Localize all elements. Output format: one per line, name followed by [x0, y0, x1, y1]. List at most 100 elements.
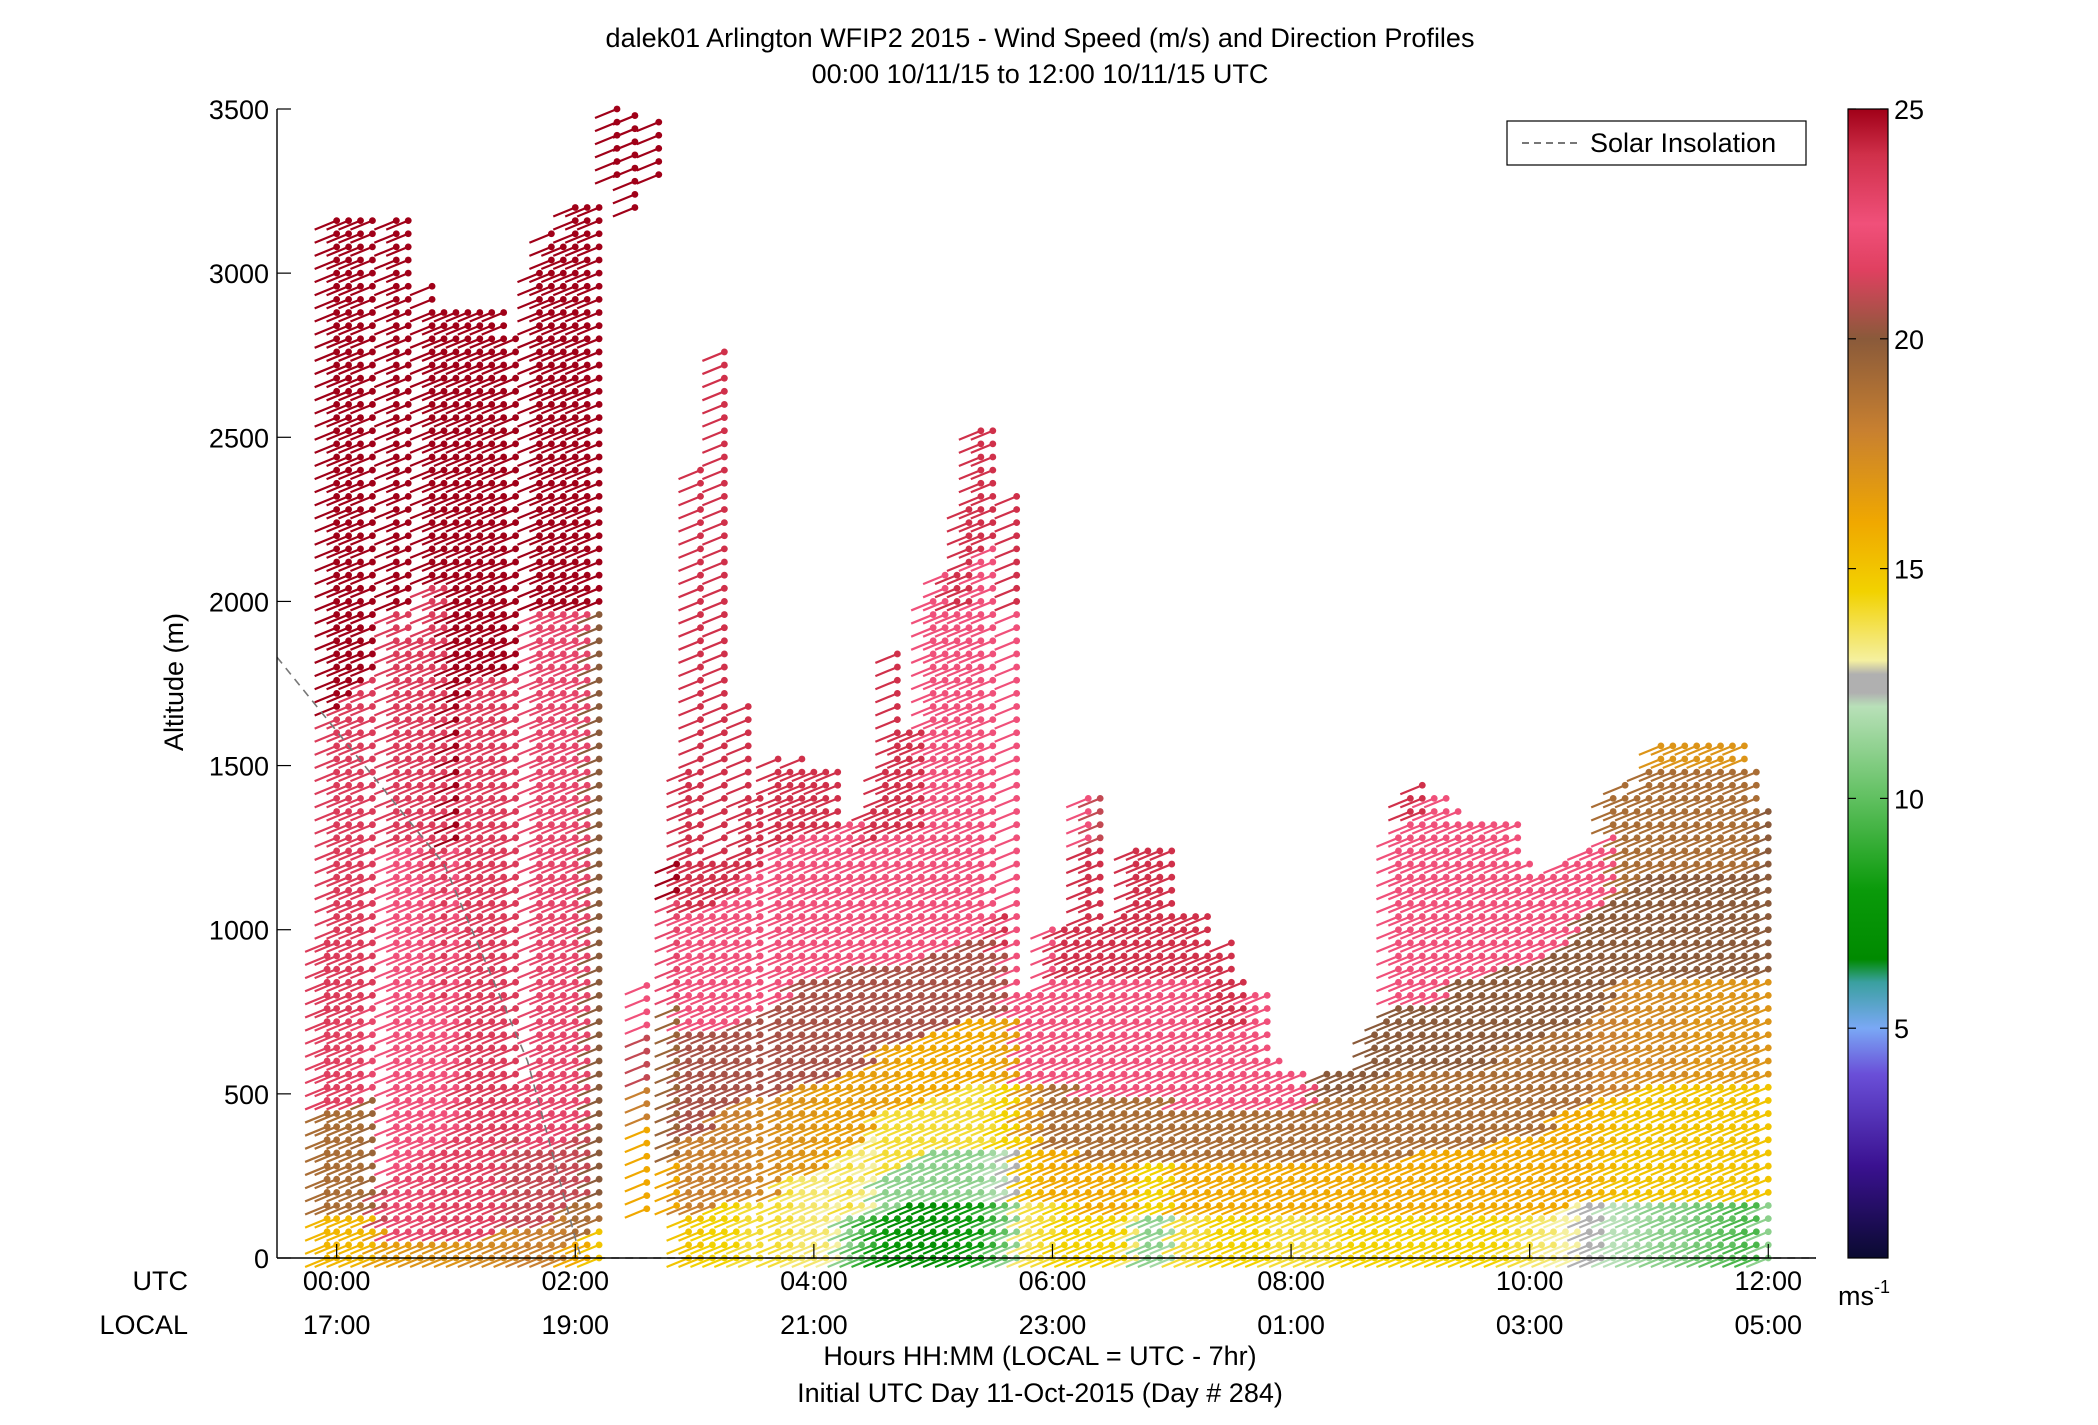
wind-barb-shaft	[624, 1037, 648, 1049]
wind-barb-point	[536, 414, 543, 421]
wind-barb-shaft	[385, 1073, 409, 1085]
wind-barb-point	[416, 1188, 424, 1196]
wind-barb-point	[583, 886, 591, 894]
wind-barb-point	[404, 230, 412, 238]
wind-barb-shaft	[576, 574, 600, 586]
wind-barb-point	[720, 1188, 728, 1196]
wind-barb-shaft	[304, 1178, 328, 1190]
wind-barb-shaft	[564, 574, 588, 586]
wind-barb-shaft	[779, 1217, 803, 1229]
wind-barb-shaft	[540, 1073, 564, 1085]
wind-barb-shaft	[791, 1020, 815, 1032]
wind-barb-shaft	[457, 587, 481, 599]
wind-barb-point	[392, 519, 400, 527]
wind-barb-point	[369, 926, 376, 934]
wind-barb-shaft	[421, 547, 445, 559]
wind-barb-shaft	[767, 1099, 791, 1111]
wind-barb-shaft	[791, 1073, 815, 1085]
wind-barb-point	[905, 1018, 913, 1026]
wind-barb-point	[547, 978, 555, 986]
wind-barb-shaft	[767, 1125, 791, 1137]
wind-barb-point	[559, 1070, 567, 1078]
wind-barb-point	[547, 755, 555, 763]
wind-barb-shaft	[678, 613, 701, 625]
wind-barb-point	[452, 939, 460, 947]
wind-barb-point	[846, 1083, 854, 1091]
wind-barb-point	[834, 1241, 842, 1249]
wind-barb-point	[882, 781, 889, 789]
wind-barb-point	[822, 1175, 830, 1183]
wind-barb-shaft	[517, 324, 540, 336]
wind-barb-shaft	[409, 298, 433, 310]
wind-barb-shaft	[690, 941, 713, 953]
wind-barb-shaft	[469, 902, 493, 914]
wind-barb-shaft	[326, 508, 349, 520]
wind-barb-point	[536, 1070, 543, 1078]
wind-barb-point	[774, 900, 782, 907]
wind-barb-shaft	[314, 561, 338, 573]
wind-barb-point	[697, 1228, 704, 1236]
wind-barb-point	[357, 230, 364, 238]
wind-barb-shaft	[314, 1230, 338, 1242]
wind-barb-point	[428, 348, 436, 356]
wind-barb-point	[685, 1215, 692, 1223]
wind-barb-shaft	[779, 1060, 803, 1072]
wind-barb-point	[834, 860, 842, 868]
wind-barb-point	[559, 821, 567, 829]
wind-barb-shaft	[725, 1243, 749, 1255]
wind-barb-point	[858, 1070, 865, 1078]
wind-barb-point	[613, 105, 621, 113]
wind-barb-shaft	[385, 508, 409, 520]
wind-barb-shaft	[791, 1125, 815, 1137]
wind-barb-point	[571, 900, 579, 907]
wind-barb-point	[643, 1074, 651, 1081]
wind-barb-shaft	[540, 994, 564, 1006]
wind-barb-shaft	[421, 364, 445, 376]
wind-barb-shaft	[612, 193, 636, 205]
wind-barb-point	[488, 453, 496, 461]
wind-barb-shaft	[373, 561, 397, 573]
wind-barb-shaft	[445, 771, 469, 783]
wind-barb-shaft	[373, 534, 397, 546]
wind-barb-shaft	[540, 311, 564, 323]
wind-barb-point	[744, 926, 752, 934]
wind-barb-point	[571, 860, 579, 868]
wind-barb-shaft	[433, 1243, 457, 1255]
wind-barb-shaft	[445, 1243, 469, 1255]
wind-barb-point	[524, 1110, 531, 1117]
wind-barb-shaft	[737, 1112, 761, 1124]
wind-barb-point	[500, 1228, 508, 1236]
wind-barb-point	[488, 1149, 496, 1157]
wind-barb-point	[512, 1044, 520, 1052]
wind-barb-point	[476, 322, 484, 330]
wind-barb-shaft	[350, 364, 373, 376]
wind-barb-shaft	[505, 1230, 528, 1242]
wind-barb-shaft	[713, 1060, 737, 1072]
wind-barb-shaft	[409, 771, 433, 783]
wind-barb-point	[488, 716, 496, 724]
wind-barb-shaft	[791, 994, 815, 1006]
wind-barb-shaft	[713, 889, 737, 901]
wind-barb-point	[697, 676, 704, 684]
wind-barb-shaft	[493, 1125, 517, 1137]
wind-barb-point	[858, 1149, 865, 1157]
wind-barb-shaft	[421, 981, 445, 993]
wind-barb-shaft	[445, 495, 469, 507]
wind-barb-shaft	[528, 364, 552, 376]
wind-barb-shaft	[528, 757, 552, 770]
wind-barb-point	[834, 1202, 842, 1209]
wind-barb-shaft	[517, 1256, 540, 1269]
wind-barb-point	[452, 808, 460, 815]
wind-barb-shaft	[666, 994, 690, 1006]
wind-barb-shaft	[528, 849, 552, 861]
wind-barb-shaft	[481, 455, 505, 468]
wind-barb-shaft	[350, 377, 373, 389]
wind-barb-point	[786, 1097, 794, 1104]
wind-barb-point	[536, 860, 543, 868]
wind-barb-point	[404, 611, 412, 618]
wind-barb-shaft	[576, 889, 600, 901]
wind-barb-shaft	[304, 1165, 328, 1177]
wind-barb-point	[774, 1110, 782, 1117]
wind-barb-point	[345, 650, 352, 658]
wind-barb-shaft	[409, 810, 433, 822]
